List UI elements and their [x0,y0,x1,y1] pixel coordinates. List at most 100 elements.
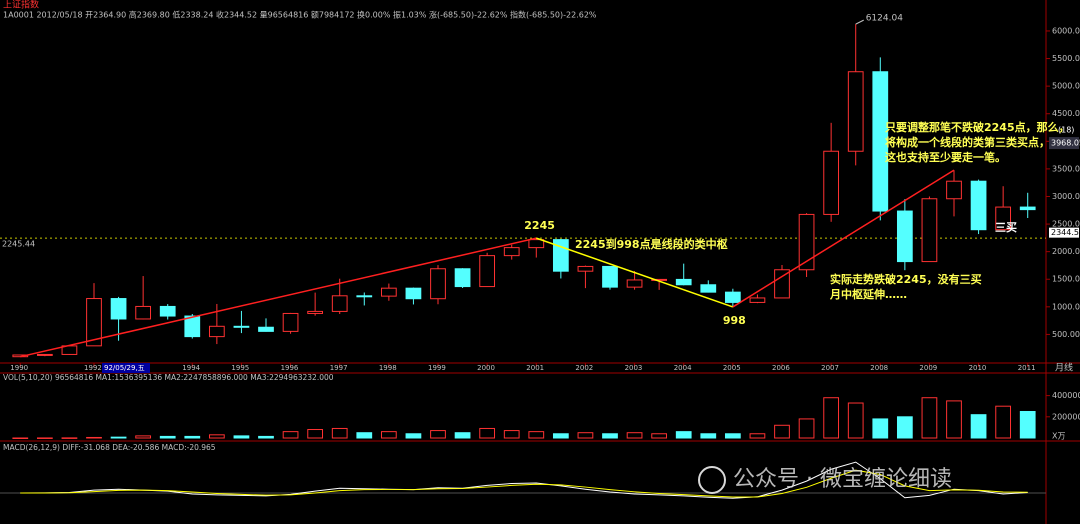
candle-body [577,265,594,272]
volume-bar [356,432,373,439]
candle-body [307,310,324,314]
annotation: 三买 [995,221,1017,234]
volume-bar [798,418,815,439]
x-tick-label: 2010 [969,364,987,372]
annotation: 这也支持至少要走一笔。 [885,150,1006,164]
volume-bar [823,397,840,439]
volume-title: VOL(5,10,20) 96564816 MA1:1536395136 MA2… [3,373,334,382]
candle-body [233,325,250,328]
x-tick-label: 1990 [10,364,28,372]
volume-bar [700,433,717,439]
level-label: 2245.44 [2,240,35,249]
candle-body [135,305,152,320]
volume-bar [626,432,643,439]
x-tick-label: 2007 [821,364,839,372]
x-tick-label: 2008 [870,364,888,372]
volume-bar [552,433,569,439]
y-tick-label: 3000.00 [1052,192,1080,201]
volume-bar [651,433,668,439]
volume-bar [405,433,422,439]
annotation: 将构成一个线段的类第三类买点， [885,135,1050,149]
candle-body [749,297,766,303]
chart-title: 上证指数 [3,0,39,11]
y-tick-label: 5500.00 [1052,54,1080,63]
candle-body [724,291,741,303]
peak-pointer [855,19,864,25]
candle-body [282,312,299,332]
y-tick-label: 200000 [1052,412,1080,421]
x-tick-label: 2000 [477,364,495,372]
candle-body [995,206,1012,231]
volume-bar [159,435,176,439]
x-tick-label: 2001 [526,364,544,372]
volume-bar [577,432,594,439]
y-tick-label: 1500.00 [1052,275,1080,284]
candle-body [380,287,397,297]
volume-bar [724,433,741,439]
x-tick-label: 1992 [84,364,102,372]
macd-title: MACD(26,12,9) DIFF:-31.068 DEA:-20.586 M… [3,443,216,452]
volume-bar [184,435,201,439]
axis-marker: 3968.03 [1051,139,1080,148]
candle-body [528,239,545,249]
candle-body [159,305,176,317]
y-tick-label: 2500.00 [1052,220,1080,229]
y-tick-label: 4500.00 [1052,109,1080,118]
volume-bar [479,427,496,439]
y-tick-label: 6000.00 [1052,26,1080,35]
volume-bar [995,405,1012,439]
candle-body [36,353,53,356]
y-tick-label: 1000.00 [1052,302,1080,311]
volume-bar [946,400,962,439]
volume-bar [208,434,225,439]
volume-bar [675,431,692,439]
volume-bar [503,430,520,439]
candle-body [921,198,938,263]
x-tick-label: 2005 [723,364,741,372]
candle-body [208,325,225,338]
cursor-box [102,363,150,373]
volume-bar [135,435,152,439]
x-tick-label: 1996 [281,364,299,372]
trend-line [536,237,734,308]
x-tick-label: 2004 [674,364,692,372]
annotation: 998 [723,314,746,327]
info-bar: 1A0001 2012/05/18 开2364.90 高2369.80 低233… [3,10,597,20]
candle-body [1019,206,1036,211]
candle-body [798,213,815,271]
volume-bar [774,424,790,439]
volume-bar [749,433,766,439]
axis-marker-box [1049,137,1079,150]
period-label: (18) [1058,126,1074,135]
candle-body [774,269,790,299]
annotation: 实际走势跌破2245，没有三买 [830,272,982,286]
candle-body [86,298,102,347]
cursor-label: 92/05/29,五 [104,364,145,372]
volume-bar [110,436,127,439]
annotation: 只要调整那笔不跌破2245点，那么， [885,120,1070,134]
candle-body [872,71,889,212]
annotation: 月中枢延伸…… [829,287,907,301]
candle-body [12,354,29,358]
volume-bar [602,433,618,439]
y-tick-label: 2000.00 [1052,247,1080,256]
volume-bar [847,402,864,439]
x-tick-label: 1997 [330,364,348,372]
volume-bar [258,435,274,439]
candle-body [896,210,913,263]
x-tick-label: 1994 [182,364,200,372]
candle-body [479,255,496,288]
candle-body [503,247,520,257]
x-tick-label: 2002 [575,364,593,372]
candle-body [946,180,962,200]
annotation: 2245到998点是线段的类中枢 [575,237,728,251]
annotation: 2245 [524,219,555,232]
volume-bar [454,432,471,439]
x-tick-label: 1995 [231,364,249,372]
x-unit: 月线 [1055,362,1073,374]
macd-line [20,469,1028,498]
candle-body [847,71,864,152]
candle-body [258,326,274,332]
y-tick-label: 400000 [1052,391,1080,400]
